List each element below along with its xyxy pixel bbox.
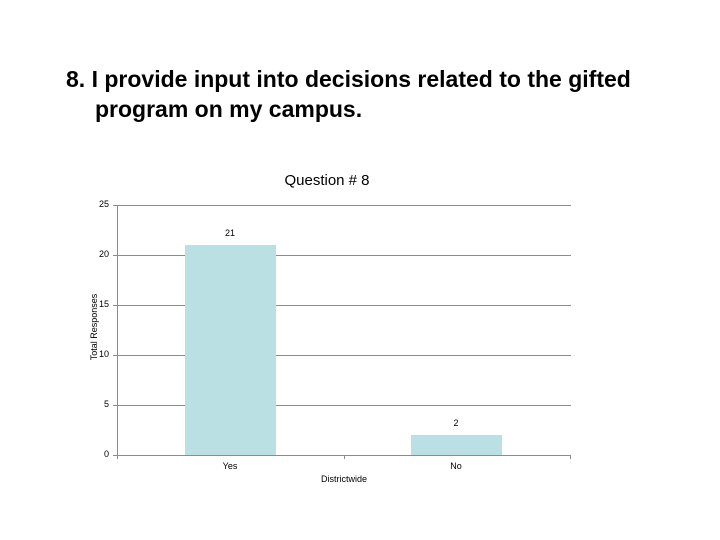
data-label-no: 2	[453, 418, 459, 428]
ytick-label: 25	[98, 199, 109, 209]
ytick-mark	[113, 305, 117, 306]
category-label-no: No	[450, 461, 462, 471]
ytick-label: 5	[103, 399, 109, 409]
slide-title-line2: program on my campus.	[95, 96, 363, 122]
gridline-10	[117, 355, 571, 356]
ytick-mark	[113, 255, 117, 256]
gridline-5	[117, 405, 571, 406]
slide-title-line1: 8. I provide input into decisions relate…	[66, 66, 631, 92]
data-label-yes: 21	[224, 228, 235, 238]
ytick-mark	[113, 455, 117, 456]
xtick-mark	[344, 455, 345, 459]
gridline-25	[117, 205, 571, 206]
ytick-label: 0	[103, 449, 109, 459]
xtick-mark	[570, 455, 571, 459]
ytick-mark	[113, 205, 117, 206]
x-axis-label: Districtwide	[320, 474, 367, 484]
y-axis-label: Total Responses	[89, 293, 99, 361]
y-axis	[117, 205, 118, 455]
gridline-20	[117, 255, 571, 256]
ytick-label: 20	[98, 249, 109, 259]
ytick-mark	[113, 355, 117, 356]
ytick-label: 15	[98, 299, 109, 309]
category-label-yes: Yes	[222, 461, 238, 471]
bar-no	[411, 435, 502, 455]
bar-yes	[185, 245, 276, 455]
gridline-15	[117, 305, 571, 306]
ytick-label: 10	[98, 349, 109, 359]
ytick-mark	[113, 405, 117, 406]
chart-title: Question # 8	[284, 172, 370, 189]
xtick-mark	[117, 455, 118, 459]
slide-title: 8. I provide input into decisions relate…	[66, 64, 706, 124]
